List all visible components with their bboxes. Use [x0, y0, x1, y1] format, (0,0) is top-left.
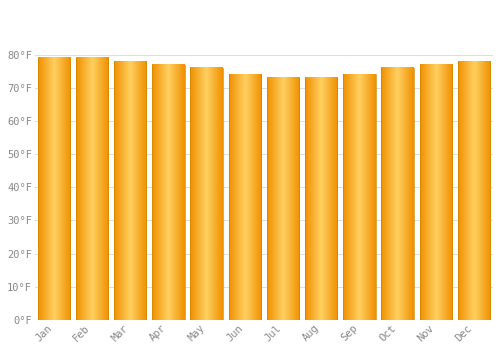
Title: Average monthly temperatures (°F ) in Glória do Goitá: Average monthly temperatures (°F ) in Gl…	[65, 7, 462, 20]
